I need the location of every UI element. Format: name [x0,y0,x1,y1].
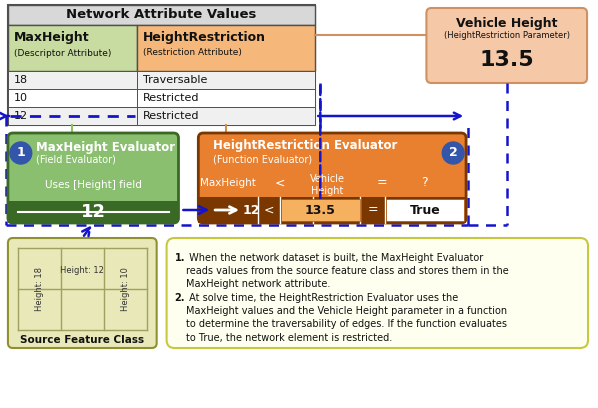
Text: MaxHeight: MaxHeight [14,31,90,44]
Text: Traversable: Traversable [143,75,207,85]
Text: Restricted: Restricted [143,111,199,121]
Circle shape [10,142,32,164]
Text: 13.5: 13.5 [480,50,534,70]
FancyBboxPatch shape [8,238,157,348]
FancyBboxPatch shape [280,199,360,221]
FancyBboxPatch shape [426,8,587,83]
Text: (Descriptor Attribute): (Descriptor Attribute) [14,49,111,58]
Text: Source Feature Class: Source Feature Class [20,335,144,345]
Text: (Restriction Attribute): (Restriction Attribute) [143,49,242,58]
Text: HeightRestriction: HeightRestriction [143,31,266,44]
Text: (Function Evaluator): (Function Evaluator) [213,154,312,164]
Text: HeightRestriction Evaluator: HeightRestriction Evaluator [213,140,398,153]
Text: Network Attribute Values: Network Attribute Values [66,9,257,22]
FancyBboxPatch shape [137,71,315,89]
FancyBboxPatch shape [8,5,315,25]
FancyBboxPatch shape [8,201,178,223]
Text: True: True [410,204,440,217]
FancyBboxPatch shape [199,133,466,223]
Text: 1: 1 [17,146,25,160]
Text: Height: 10: Height: 10 [121,267,130,311]
Text: 1.: 1. [175,253,185,263]
Text: 12: 12 [14,111,28,121]
Text: MaxHeight Evaluator: MaxHeight Evaluator [36,140,175,153]
Text: 12: 12 [81,203,106,221]
FancyBboxPatch shape [8,71,137,89]
FancyBboxPatch shape [8,25,137,71]
FancyBboxPatch shape [167,238,588,348]
Text: When the network dataset is built, the MaxHeight Evaluator
reads values from the: When the network dataset is built, the M… [187,253,509,289]
FancyBboxPatch shape [137,107,315,125]
Text: =: = [377,177,387,189]
Text: 12: 12 [242,204,260,217]
Text: MaxHeight: MaxHeight [200,178,256,188]
Text: Vehicle
Height: Vehicle Height [310,174,344,196]
Text: (HeightRestriction Parameter): (HeightRestriction Parameter) [444,31,570,40]
FancyBboxPatch shape [137,25,315,71]
FancyBboxPatch shape [8,5,315,125]
Text: 13.5: 13.5 [305,204,335,217]
Text: At solve time, the HeightRestriction Evaluator uses the
MaxHeight values and the: At solve time, the HeightRestriction Eva… [187,293,508,343]
Text: =: = [368,204,378,217]
FancyBboxPatch shape [8,107,137,125]
FancyBboxPatch shape [8,133,178,223]
Text: 2.: 2. [175,293,185,303]
FancyBboxPatch shape [8,89,137,107]
Text: Height: 18: Height: 18 [35,267,44,311]
FancyBboxPatch shape [199,197,466,223]
Text: Uses [Height] field: Uses [Height] field [45,180,142,190]
Text: 2: 2 [449,146,457,160]
Circle shape [443,142,464,164]
Text: <: < [264,204,274,217]
Text: Height: 12: Height: 12 [60,266,104,275]
Text: Vehicle Height: Vehicle Height [456,16,557,29]
FancyBboxPatch shape [386,199,464,221]
Text: Restricted: Restricted [143,93,199,103]
Text: (Field Evaluator): (Field Evaluator) [36,155,115,165]
Text: ?: ? [421,177,428,189]
Text: 10: 10 [14,93,28,103]
FancyBboxPatch shape [137,89,315,107]
Text: <: < [274,177,285,189]
Text: 18: 18 [14,75,28,85]
